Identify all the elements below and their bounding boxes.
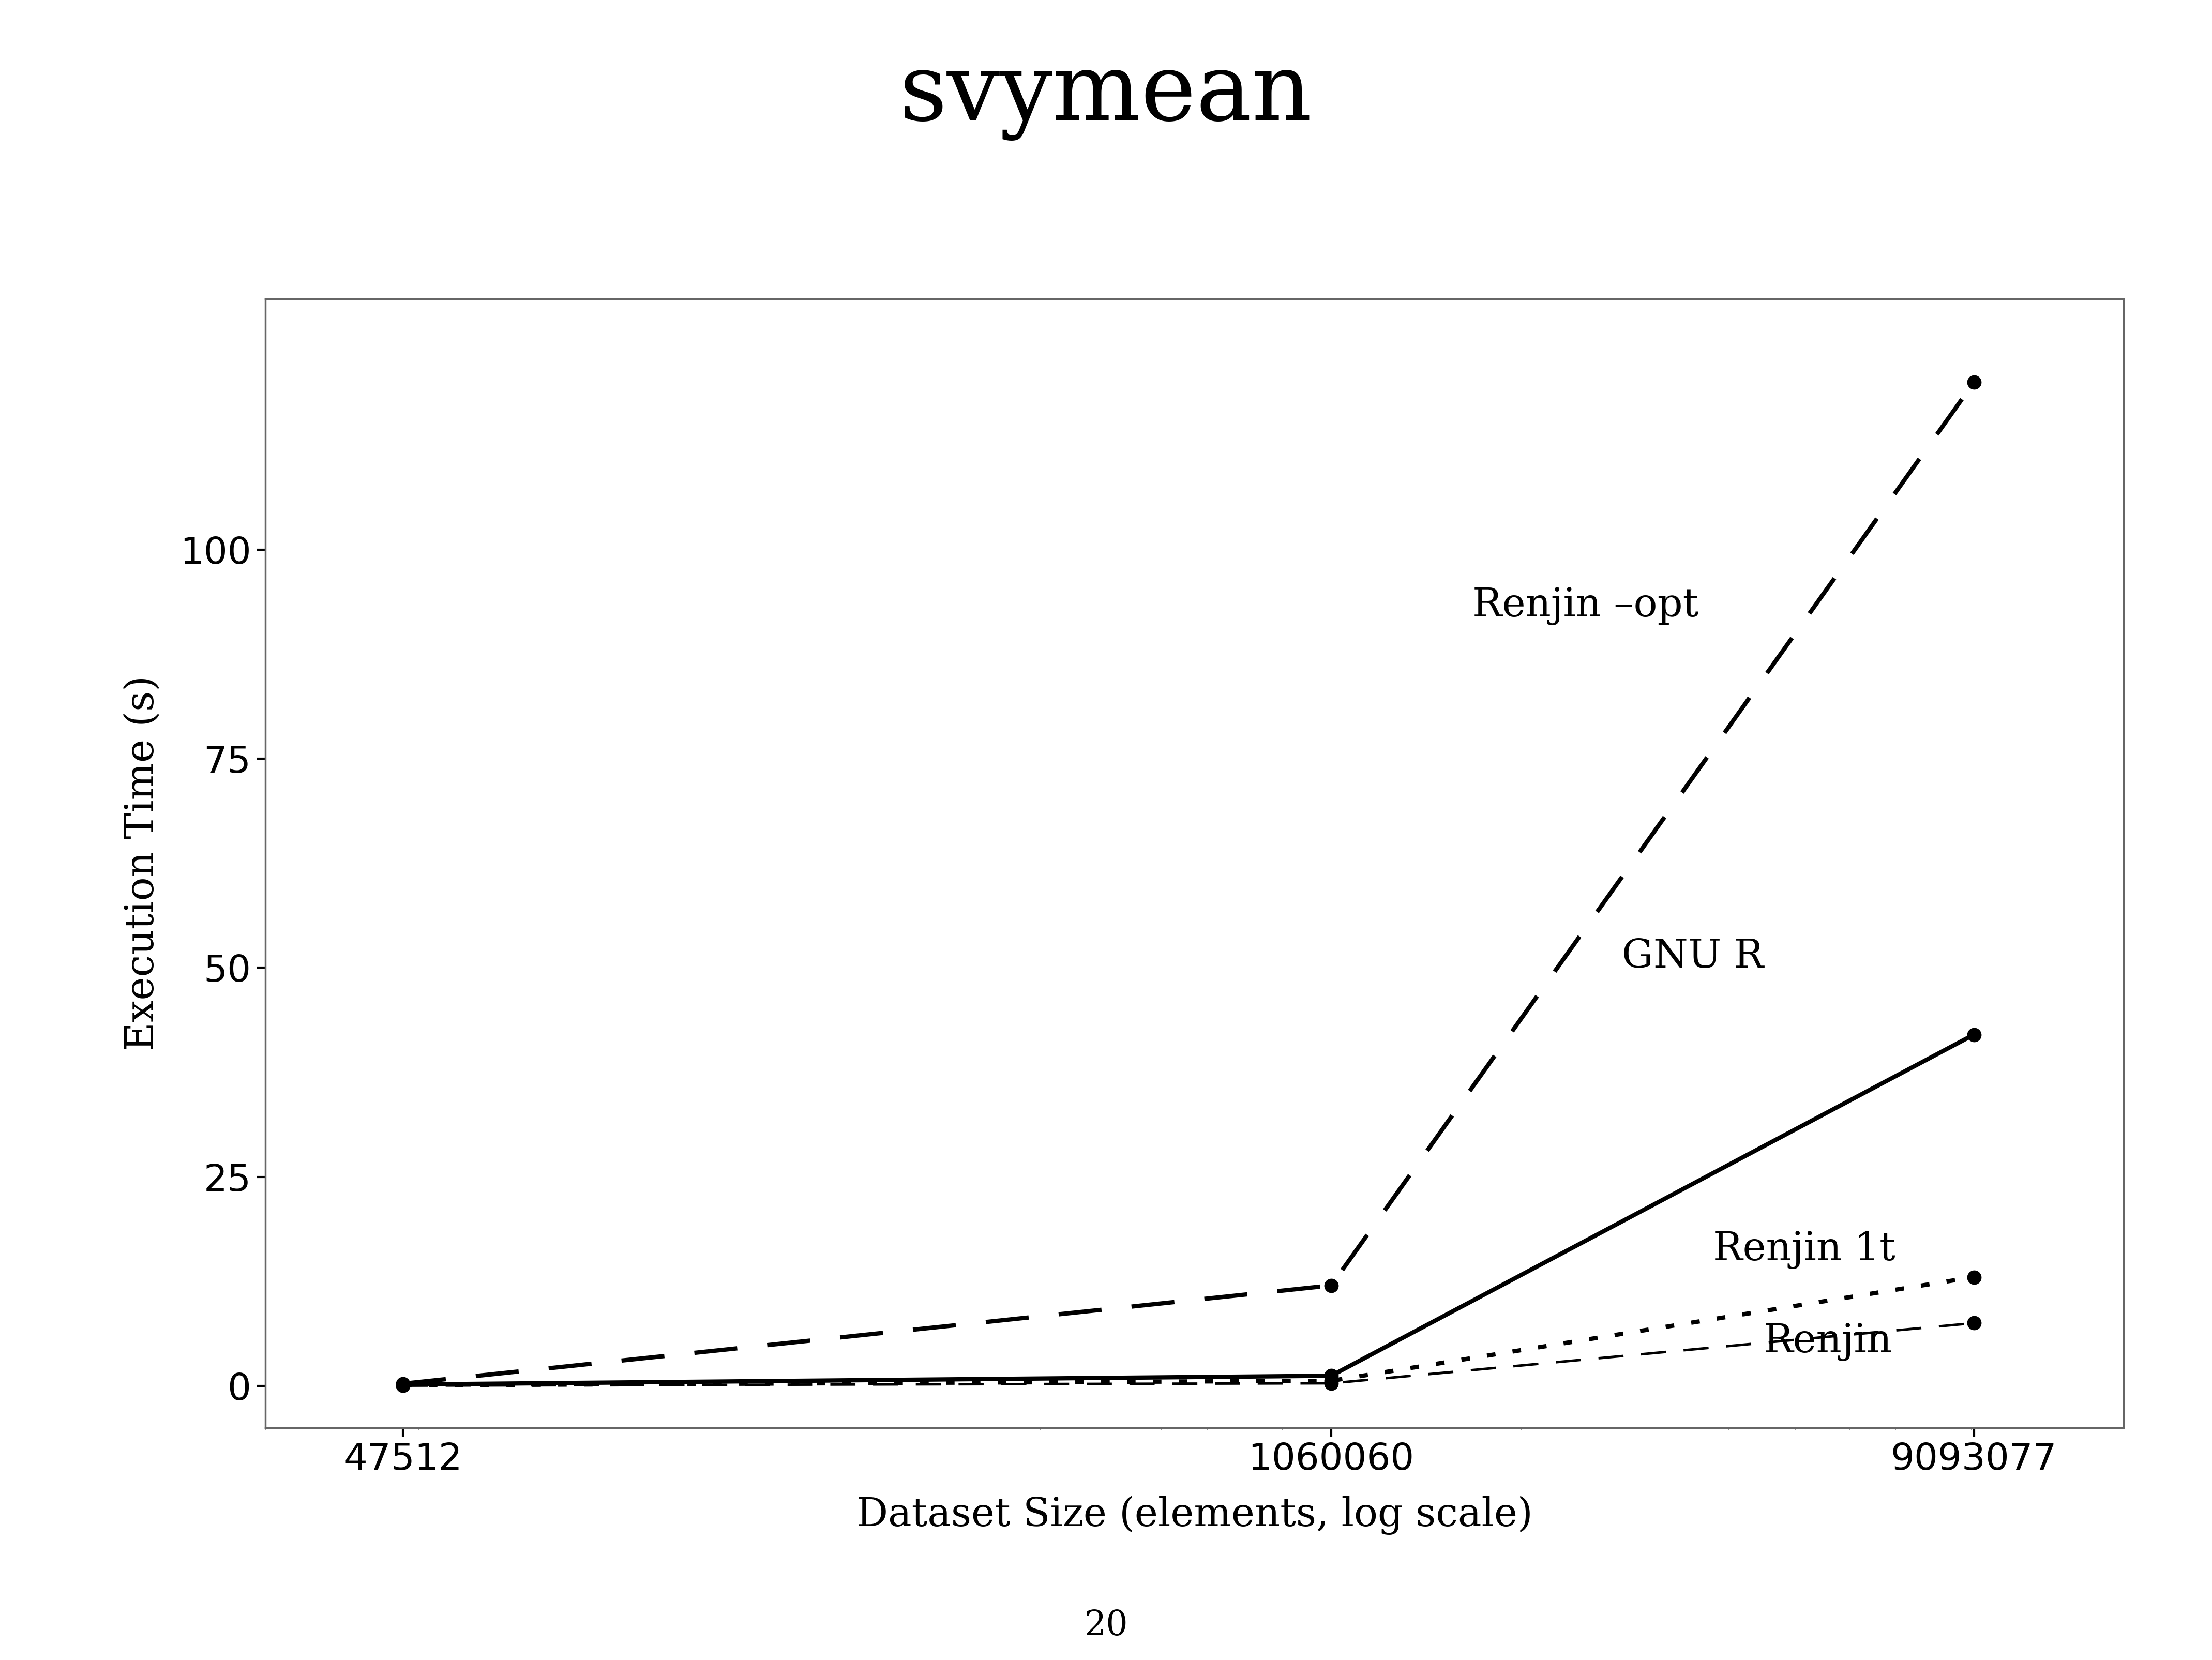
Text: Renjin –opt: Renjin –opt [1473,588,1699,626]
Text: 20: 20 [1084,1609,1128,1642]
Text: GNU R: GNU R [1621,938,1763,976]
Text: svymean: svymean [900,50,1312,141]
Y-axis label: Execution Time (s): Execution Time (s) [124,676,161,1051]
X-axis label: Dataset Size (elements, log scale): Dataset Size (elements, log scale) [856,1496,1533,1534]
Text: Renjin: Renjin [1763,1323,1893,1361]
Text: Renjin 1t: Renjin 1t [1712,1232,1896,1270]
